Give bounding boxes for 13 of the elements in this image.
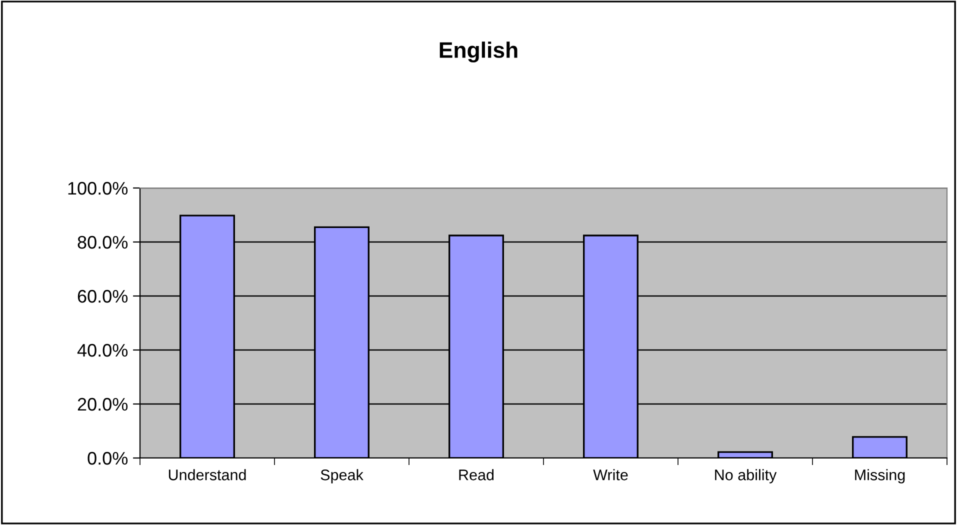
y-tick-label: 0.0% (88, 452, 128, 465)
x-tick-label: Speak (320, 469, 364, 484)
y-tick-label: 40.0% (77, 344, 128, 357)
x-tick-label: Understand (168, 469, 246, 480)
x-tick-label: Read (459, 469, 494, 480)
x-tick-label: Missing (855, 469, 905, 484)
y-tick-label: 80.0% (78, 236, 128, 249)
x-tick-label: No ability (715, 469, 777, 484)
y-tick-label: 20.0% (78, 398, 128, 411)
y-tick-label: 60.0% (78, 290, 128, 303)
x-tick-label: Write (593, 469, 628, 480)
chart-title: English (440, 42, 518, 62)
y-tick-label: 100.0% (68, 182, 128, 195)
